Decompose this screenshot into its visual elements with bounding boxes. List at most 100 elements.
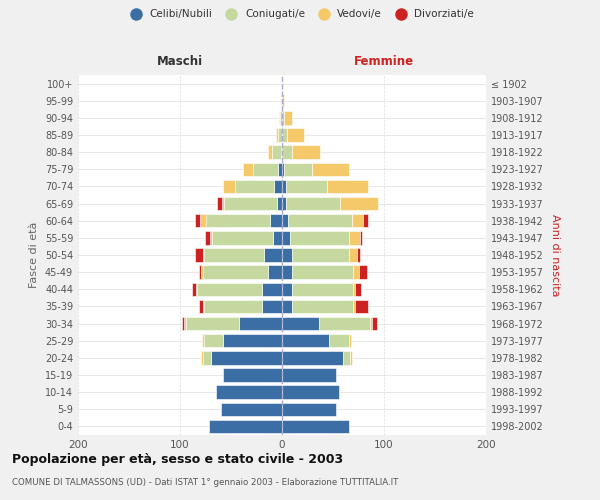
- Bar: [262, 282, 282, 296]
- Bar: [353, 282, 355, 296]
- Bar: [282, 162, 284, 176]
- Bar: [282, 351, 343, 364]
- Bar: [196, 248, 203, 262]
- Bar: [329, 334, 349, 347]
- Bar: [205, 248, 263, 262]
- Bar: [205, 334, 223, 347]
- Y-axis label: Fasce di età: Fasce di età: [29, 222, 39, 288]
- Bar: [199, 300, 203, 313]
- Bar: [349, 334, 352, 347]
- Bar: [223, 368, 282, 382]
- Bar: [282, 402, 336, 416]
- Bar: [282, 146, 292, 159]
- Bar: [286, 197, 340, 210]
- Bar: [282, 420, 349, 433]
- Bar: [282, 282, 292, 296]
- Bar: [281, 146, 282, 159]
- Bar: [223, 180, 235, 193]
- Bar: [184, 317, 186, 330]
- Bar: [203, 300, 205, 313]
- Bar: [202, 351, 203, 364]
- Bar: [281, 94, 282, 108]
- Bar: [197, 282, 262, 296]
- Bar: [288, 214, 352, 228]
- Bar: [239, 317, 282, 330]
- Bar: [352, 214, 362, 228]
- Bar: [353, 300, 355, 313]
- Bar: [282, 180, 286, 193]
- Bar: [196, 214, 200, 228]
- Y-axis label: Anni di nascita: Anni di nascita: [550, 214, 560, 296]
- Bar: [359, 231, 362, 244]
- Bar: [282, 197, 286, 210]
- Bar: [203, 351, 211, 364]
- Bar: [235, 180, 274, 193]
- Legend: Celibi/Nubili, Coniugati/e, Vedovi/e, Divorziati/e: Celibi/Nubili, Coniugati/e, Vedovi/e, Di…: [122, 5, 478, 24]
- Bar: [278, 162, 282, 176]
- Bar: [270, 214, 282, 228]
- Text: COMUNE DI TALMASSONS (UD) - Dati ISTAT 1° gennaio 2003 - Elaborazione TUTTITALIA: COMUNE DI TALMASSONS (UD) - Dati ISTAT 1…: [12, 478, 398, 487]
- Bar: [203, 248, 205, 262]
- Bar: [196, 282, 197, 296]
- Bar: [319, 317, 370, 330]
- Bar: [243, 162, 253, 176]
- Bar: [279, 111, 280, 124]
- Bar: [274, 180, 282, 193]
- Text: Maschi: Maschi: [157, 55, 203, 68]
- Bar: [186, 317, 239, 330]
- Bar: [280, 111, 282, 124]
- Bar: [222, 197, 224, 210]
- Bar: [205, 300, 262, 313]
- Bar: [209, 420, 282, 433]
- Bar: [284, 111, 292, 124]
- Bar: [253, 162, 278, 176]
- Bar: [282, 368, 336, 382]
- Bar: [278, 128, 282, 141]
- Bar: [282, 128, 287, 141]
- Bar: [350, 351, 352, 364]
- Bar: [206, 214, 270, 228]
- Bar: [362, 214, 368, 228]
- Bar: [221, 402, 282, 416]
- Bar: [202, 266, 203, 279]
- Bar: [223, 334, 282, 347]
- Bar: [292, 300, 353, 313]
- Bar: [284, 162, 311, 176]
- Bar: [268, 146, 272, 159]
- Bar: [282, 300, 292, 313]
- Bar: [282, 214, 288, 228]
- Bar: [182, 317, 184, 330]
- Bar: [282, 231, 290, 244]
- Bar: [292, 146, 320, 159]
- Bar: [200, 214, 206, 228]
- Bar: [282, 334, 329, 347]
- Bar: [268, 266, 282, 279]
- Bar: [349, 248, 358, 262]
- Bar: [355, 282, 361, 296]
- Bar: [358, 248, 359, 262]
- Bar: [353, 266, 359, 279]
- Bar: [272, 146, 281, 159]
- Bar: [199, 266, 202, 279]
- Bar: [292, 266, 353, 279]
- Bar: [292, 248, 349, 262]
- Bar: [262, 300, 282, 313]
- Bar: [311, 162, 349, 176]
- Bar: [282, 317, 319, 330]
- Bar: [282, 248, 292, 262]
- Bar: [217, 197, 222, 210]
- Bar: [216, 386, 282, 399]
- Bar: [340, 197, 378, 210]
- Bar: [203, 266, 268, 279]
- Bar: [286, 180, 327, 193]
- Text: Popolazione per età, sesso e stato civile - 2003: Popolazione per età, sesso e stato civil…: [12, 452, 343, 466]
- Bar: [192, 282, 196, 296]
- Text: Femmine: Femmine: [354, 55, 414, 68]
- Bar: [349, 231, 359, 244]
- Bar: [209, 231, 212, 244]
- Bar: [211, 351, 282, 364]
- Bar: [202, 334, 205, 347]
- Bar: [343, 351, 350, 364]
- Bar: [359, 266, 367, 279]
- Bar: [206, 231, 209, 244]
